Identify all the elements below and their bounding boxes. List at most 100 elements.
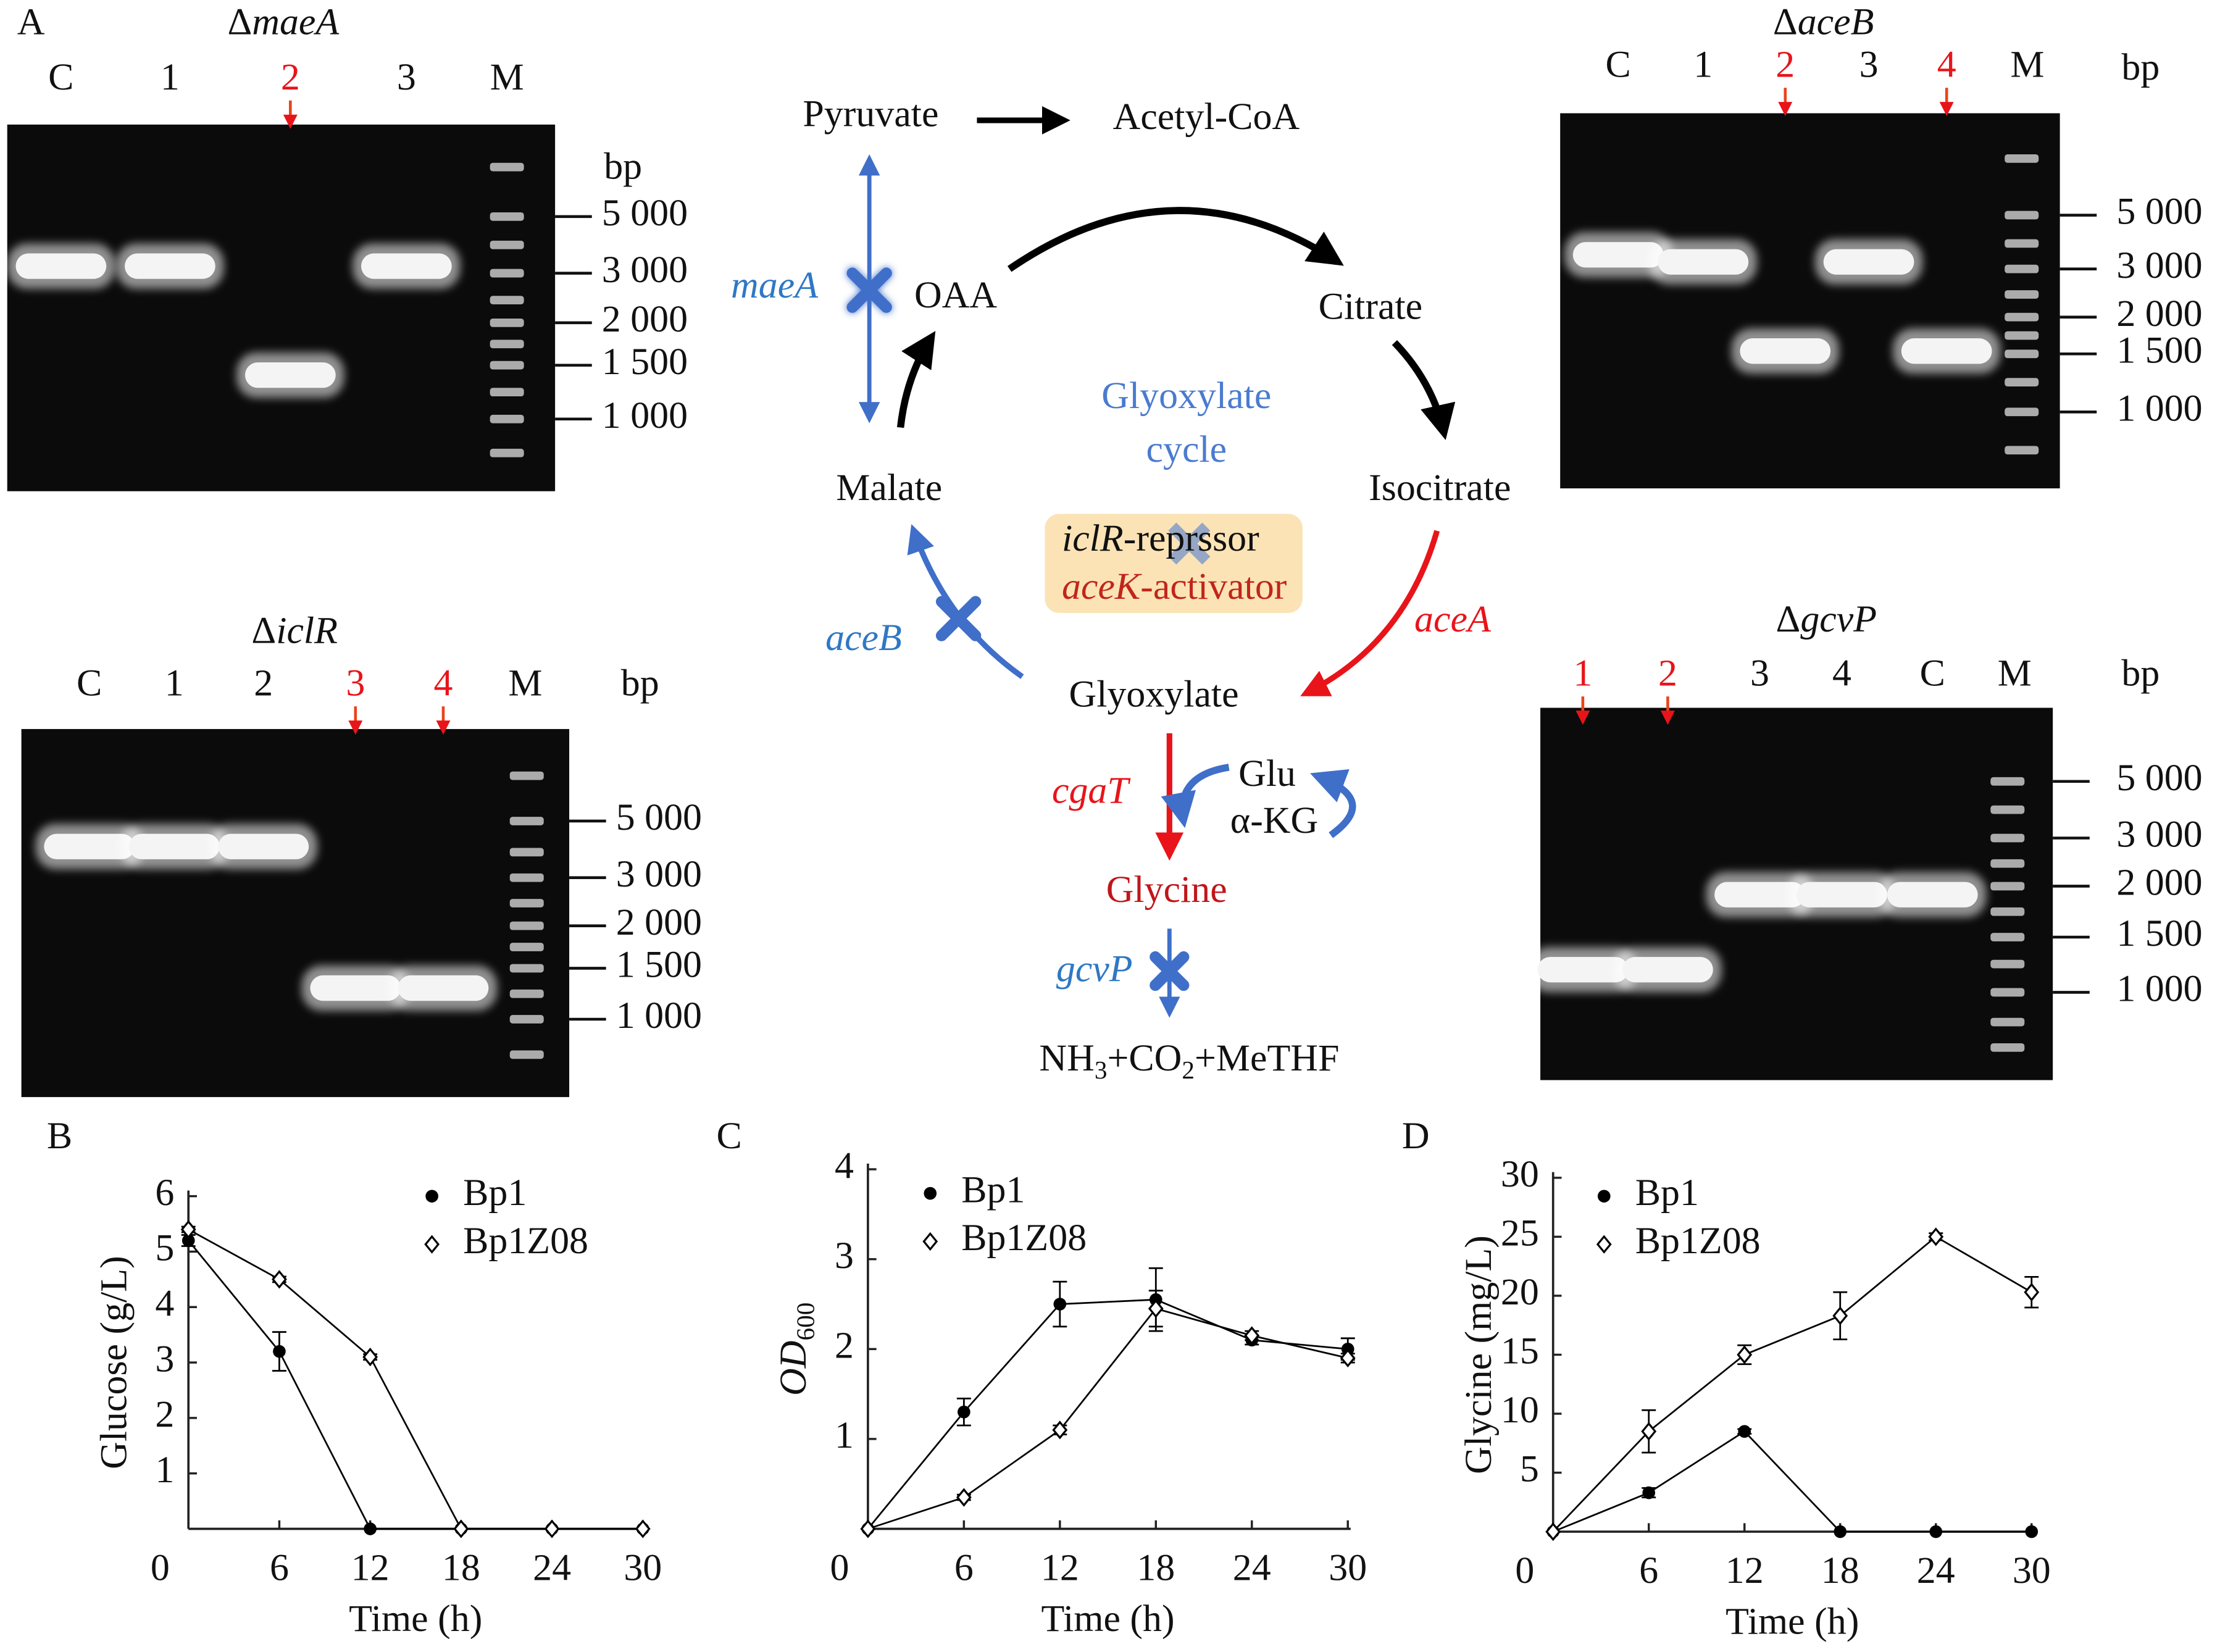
ladder-band bbox=[509, 921, 544, 930]
series-line bbox=[867, 1308, 1348, 1530]
subscript: 600 bbox=[791, 1303, 820, 1341]
ladder-band bbox=[509, 899, 544, 907]
lane-label: 1 bbox=[1693, 43, 1713, 85]
ladder-band bbox=[509, 943, 544, 951]
ladder-label: 1 000 bbox=[2116, 968, 2202, 1010]
ladder-band bbox=[509, 817, 544, 825]
cofactor: α-KG bbox=[1230, 799, 1318, 841]
y-tick-label: 5 bbox=[1520, 1448, 1539, 1490]
y-axis-label-text: Glycine (mg/L) bbox=[1458, 1235, 1500, 1474]
ladder-label: 3 000 bbox=[2116, 244, 2202, 286]
y-tick-label: 4 bbox=[155, 1282, 174, 1324]
y-tick-label: 25 bbox=[1501, 1212, 1539, 1254]
point bbox=[956, 1488, 972, 1507]
ladder-band bbox=[2005, 290, 2039, 299]
band bbox=[15, 253, 107, 279]
point bbox=[1053, 1298, 1067, 1311]
legend-label: Bp1Z08 bbox=[1635, 1220, 1761, 1262]
regulator-box bbox=[1045, 514, 1303, 613]
legend-marker bbox=[424, 1235, 440, 1254]
ladder-band bbox=[490, 448, 524, 457]
gene: iclR bbox=[276, 609, 338, 651]
point bbox=[1340, 1348, 1356, 1367]
knockout bbox=[846, 267, 892, 313]
regulator: aceK-activator bbox=[1062, 565, 1287, 607]
x-axis-label: Time (h) bbox=[349, 1598, 482, 1640]
arrow bbox=[1007, 207, 1344, 272]
band bbox=[1537, 957, 1629, 983]
metabolite: Acetyl-CoA bbox=[1113, 96, 1300, 138]
metabolite: OAA bbox=[914, 274, 997, 316]
role: -activator bbox=[1140, 565, 1287, 607]
point bbox=[1244, 1326, 1260, 1345]
lane-label: 3 bbox=[1750, 652, 1769, 694]
lane-label: M bbox=[2010, 43, 2044, 85]
knockout-marks bbox=[846, 267, 1190, 991]
point bbox=[1928, 1227, 1944, 1246]
series-line bbox=[1552, 1235, 2032, 1533]
point bbox=[1834, 1525, 1847, 1538]
y-tick-label: 2 bbox=[835, 1324, 854, 1366]
metabolite: Citrate bbox=[1319, 285, 1422, 327]
band bbox=[218, 833, 309, 859]
ladder-band bbox=[1990, 833, 2025, 843]
delta: Δ bbox=[251, 609, 276, 651]
band bbox=[1796, 882, 1887, 907]
gene: aceA bbox=[1414, 598, 1492, 640]
lane-label: 2 bbox=[281, 56, 300, 98]
band bbox=[1901, 338, 1992, 364]
ladder-band bbox=[2005, 378, 2039, 387]
band bbox=[1622, 957, 1713, 983]
x-tick-label: 30 bbox=[624, 1546, 662, 1588]
legend-marker bbox=[1597, 1190, 1611, 1203]
role: -reprssor bbox=[1124, 517, 1259, 559]
metabolite: Isocitrate bbox=[1369, 467, 1511, 509]
band bbox=[1572, 242, 1664, 268]
lane-label: 3 bbox=[346, 662, 365, 704]
gene: gcvP bbox=[1056, 948, 1133, 990]
point bbox=[1832, 1306, 1848, 1325]
x-tick-label: 18 bbox=[1137, 1546, 1175, 1588]
band bbox=[1714, 882, 1805, 907]
point bbox=[1737, 1345, 1753, 1364]
gel-title: ΔgcvP bbox=[1776, 598, 1877, 640]
series-line bbox=[867, 1298, 1348, 1530]
band bbox=[244, 362, 336, 388]
x-tick-label: 0 bbox=[151, 1546, 170, 1588]
ladder-band bbox=[490, 269, 524, 278]
band bbox=[128, 833, 220, 859]
point bbox=[544, 1519, 560, 1538]
x-tick-label: 12 bbox=[1726, 1550, 1764, 1592]
y-tick-label: 4 bbox=[835, 1145, 854, 1187]
legend-label: Bp1 bbox=[961, 1169, 1025, 1211]
ladder-band bbox=[2005, 446, 2039, 455]
ladder-label: 2 000 bbox=[602, 298, 688, 340]
ladder-label: 1 000 bbox=[602, 394, 688, 436]
y-tick-label: 15 bbox=[1501, 1330, 1539, 1372]
y-axis-label: Glucose (g/L) bbox=[93, 1256, 135, 1469]
ladder-band bbox=[2005, 407, 2039, 417]
panel-label: D bbox=[1402, 1115, 1430, 1157]
gel-image bbox=[21, 728, 570, 1098]
pathway: iclR-reprssor aceK-activator Pyruvate Ac… bbox=[731, 93, 1511, 1085]
band bbox=[398, 975, 489, 1001]
lane-label: C bbox=[48, 56, 73, 98]
x-tick-label: 30 bbox=[1329, 1546, 1367, 1588]
ladder-band bbox=[490, 388, 524, 397]
x-axis-label: Time (h) bbox=[1041, 1598, 1174, 1640]
x-tick-label: 24 bbox=[1917, 1550, 1955, 1592]
ladder-band bbox=[509, 873, 544, 882]
ladder-label: 5 000 bbox=[602, 192, 688, 234]
ladder-label: 2 000 bbox=[2116, 862, 2202, 904]
knockout bbox=[935, 596, 982, 641]
y-tick-label: 5 bbox=[155, 1227, 174, 1269]
gene: aceB bbox=[825, 617, 902, 659]
point bbox=[2025, 1525, 2038, 1538]
lane-label: 3 bbox=[1859, 43, 1879, 85]
ladder-band bbox=[1990, 859, 2025, 868]
y-axis-label: OD600 bbox=[772, 1303, 820, 1396]
